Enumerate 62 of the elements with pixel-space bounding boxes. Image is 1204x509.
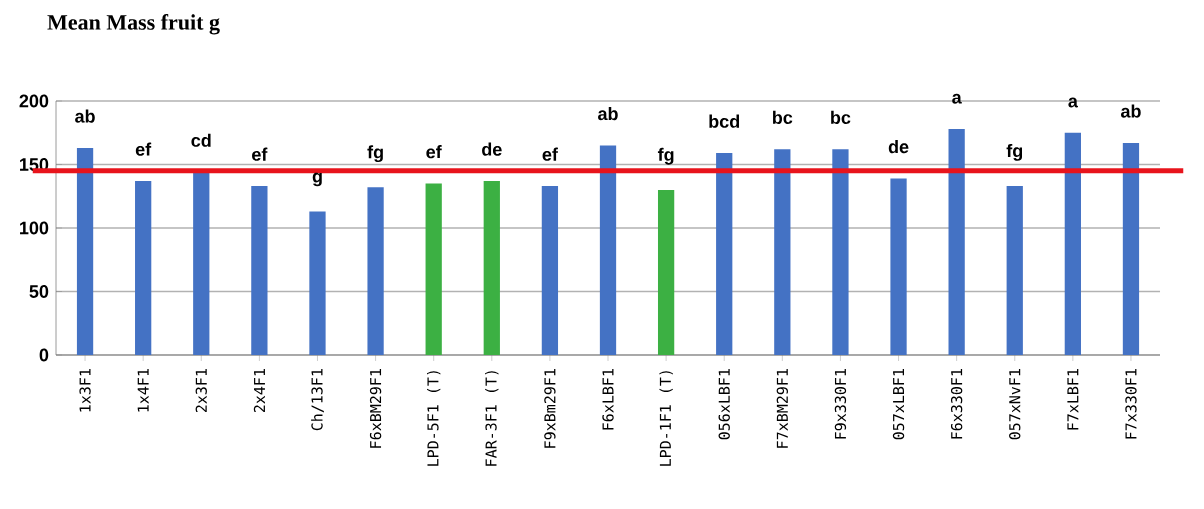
data-label: de [482, 142, 502, 156]
y-tick-label: 0 [39, 348, 49, 362]
x-tick-label: FAR-3F1 (T) [485, 371, 499, 466]
bar [425, 183, 442, 355]
x-tick-label: 057xNvF1 [1009, 369, 1021, 440]
data-label: bcd [709, 114, 740, 128]
bar [948, 128, 965, 355]
data-label: ef [252, 147, 268, 161]
x-tick-label: F6xLBF1 [602, 369, 614, 430]
bar [1122, 142, 1140, 355]
x-tick-label: F7x330F1 [1125, 369, 1137, 439]
bar [251, 186, 268, 355]
bar [193, 172, 210, 355]
x-tick-label: LPD-1F1 (T) [659, 371, 673, 466]
bar [367, 187, 384, 355]
data-label: bc [831, 110, 851, 125]
bar [1064, 132, 1081, 355]
x-tick-label: LPD-5F1 (T) [427, 371, 441, 466]
data-label: ab [1120, 104, 1141, 118]
x-tick-label: 056xLBF1 [718, 369, 730, 440]
data-label: ef [542, 147, 558, 161]
x-tick-label: 1x3F1 [79, 369, 91, 412]
data-label: fg [367, 145, 383, 163]
y-tick-label: 50 [29, 285, 49, 298]
bar [774, 149, 791, 355]
data-label: fg [657, 147, 674, 165]
x-tick-label: Ch/13F1 [311, 369, 324, 431]
data-label: g [312, 172, 322, 187]
x-tick-label: F7xLBF1 [1067, 369, 1079, 430]
bar [135, 181, 152, 355]
data-label: a [1068, 97, 1078, 108]
y-tick-label: 100 [20, 221, 49, 235]
data-label: ef [135, 142, 152, 156]
data-label: cd [191, 133, 211, 147]
bar [309, 211, 326, 355]
x-tick-label: 2x3F1 [195, 369, 207, 413]
x-tick-label: 2x4F1 [253, 369, 265, 413]
data-label: ab [598, 106, 618, 121]
bar [76, 147, 94, 355]
bar [890, 178, 907, 355]
chart-title: Mean Mass fruit g [47, 14, 220, 35]
data-label: ef [426, 145, 442, 159]
bar [657, 189, 675, 355]
x-tick-label: 057xLBF1 [892, 369, 905, 440]
bar [541, 186, 559, 355]
data-label: de [888, 139, 909, 154]
y-tick-label: 200 [19, 94, 49, 108]
bar [1006, 186, 1023, 355]
x-tick-label: F6xBM29F1 [369, 369, 382, 448]
data-label: fg [1006, 143, 1023, 161]
x-tick-label: F9x330F1 [834, 369, 847, 439]
bar [716, 153, 733, 355]
data-label: bc [773, 110, 793, 125]
data-label: ab [75, 109, 95, 123]
x-tick-label: F9xBm29F1 [544, 369, 556, 448]
data-label: a [952, 93, 962, 104]
x-tick-label: F7xBM29F1 [776, 369, 788, 448]
x-tick-label: 1x4F1 [137, 369, 149, 412]
bar [832, 149, 849, 355]
bar [599, 145, 617, 355]
bar [483, 181, 500, 355]
x-tick-label: F6x330F1 [950, 369, 963, 439]
